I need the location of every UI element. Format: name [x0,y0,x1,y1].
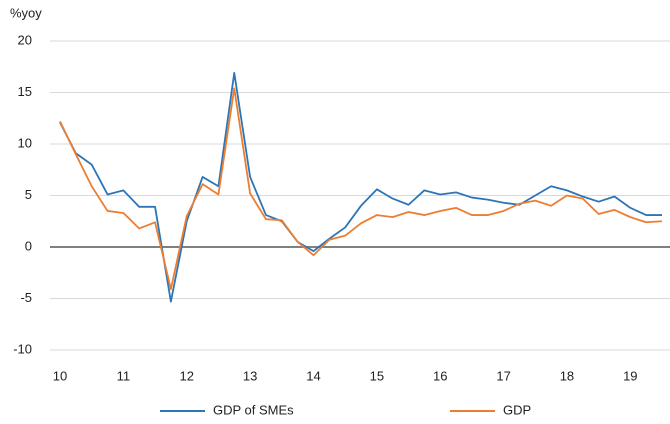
x-tick-label: 14 [306,368,320,383]
x-tick-label: 13 [243,368,257,383]
x-tick-label: 16 [433,368,447,383]
y-tick-label: -10 [13,341,32,356]
x-tick-label: 12 [180,368,194,383]
y-tick-label: 0 [25,238,32,253]
x-tick-label: 18 [560,368,574,383]
y-tick-label: 15 [18,84,32,99]
y-tick-label: 20 [18,32,32,47]
series-line [59,87,663,291]
series-line [59,72,662,303]
y-tick-label: 10 [18,135,32,150]
y-tick-label: 5 [25,187,32,202]
x-tick-label: 19 [623,368,637,383]
x-tick-label: 17 [496,368,510,383]
x-tick-label: 10 [53,368,67,383]
x-tick-label: 11 [117,368,131,383]
legend-label: GDP [503,402,531,417]
legend-label: GDP of SMEs [213,402,294,417]
y-tick-label: -5 [20,290,32,305]
y-axis-label: %yoy [10,5,42,20]
x-tick-label: 15 [370,368,384,383]
